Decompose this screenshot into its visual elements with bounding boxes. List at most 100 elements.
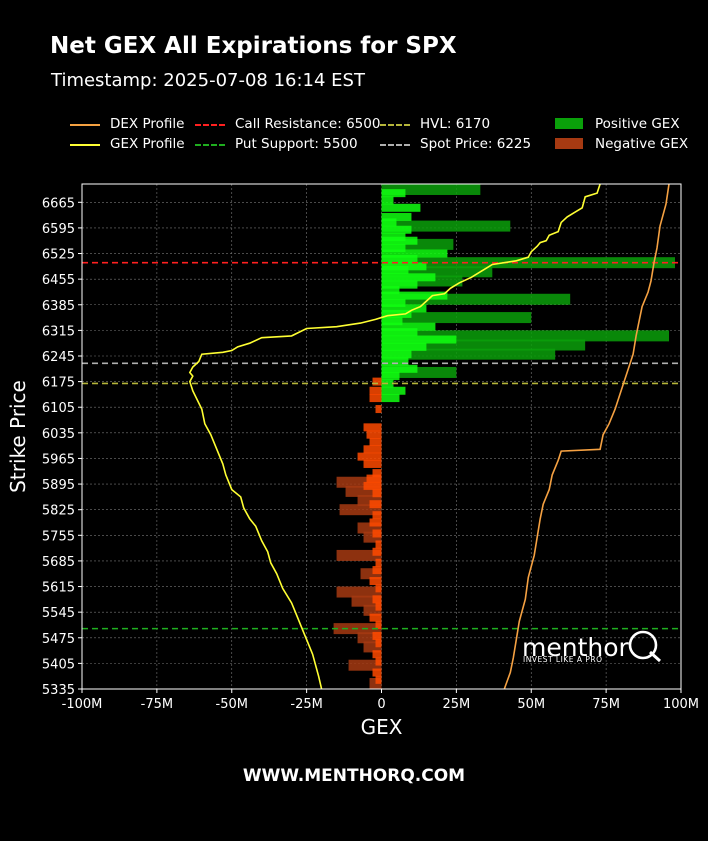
q-logo-tail (648, 650, 662, 663)
y-tick-label: 5685 (42, 555, 75, 570)
y-tick-label: 6315 (42, 324, 75, 339)
negative-gex-bar (366, 430, 382, 439)
legend-label: DEX Profile (110, 116, 185, 132)
positive-gex-bar (381, 203, 421, 212)
legend-swatch-line (70, 144, 100, 146)
legend-swatch-box (555, 138, 583, 149)
positive-gex-bar (381, 348, 556, 360)
negative-gex-bar (363, 423, 382, 432)
x-tick-label: -50M (216, 697, 248, 712)
negative-gex-bar (372, 650, 382, 659)
positive-gex-bar (381, 189, 406, 198)
positive-gex-bar (381, 317, 403, 326)
negative-gex-bar (369, 613, 382, 622)
legend-label: GEX Profile (110, 136, 185, 152)
positive-gex-bar (381, 273, 436, 282)
negative-gex-bar (369, 577, 382, 586)
legend-label: Spot Price: 6225 (420, 136, 532, 152)
negative-gex-bar (372, 631, 382, 640)
positive-gex-bar (381, 335, 457, 344)
positive-gex-bar (381, 309, 412, 318)
negative-gex-bar (363, 481, 382, 490)
negative-gex-bar (372, 595, 382, 604)
y-tick-label: 6385 (42, 299, 75, 314)
y-tick-label: 5545 (42, 606, 75, 621)
negative-gex-bar (375, 558, 382, 567)
positive-gex-bar (381, 196, 394, 205)
negative-gex-bar (372, 469, 382, 478)
positive-gex-bar (381, 394, 400, 403)
legend-swatch-line (380, 144, 410, 146)
negative-gex-bar (375, 620, 382, 629)
negative-gex-bar (369, 394, 382, 403)
positive-gex-bar (381, 249, 448, 258)
negative-gex-bar (372, 377, 382, 386)
x-tick-label: 0 (377, 697, 385, 712)
dex-profile-line (503, 184, 670, 689)
positive-gex-bar (381, 220, 511, 232)
legend-swatch-line (195, 144, 225, 146)
y-tick-label: 6665 (42, 196, 75, 211)
positive-gex-bar (381, 379, 394, 388)
y-tick-label: 6035 (42, 427, 75, 442)
negative-gex-bar (339, 504, 382, 516)
negative-gex-bar (336, 476, 382, 488)
positive-gex-bar (381, 225, 412, 234)
positive-gex-bar (381, 286, 400, 295)
legend-label: Put Support: 5500 (235, 136, 358, 152)
grid (81, 184, 682, 690)
legend-swatch-line (380, 124, 410, 126)
positive-gex-bar (381, 262, 427, 271)
negative-gex-bar (375, 584, 382, 593)
positive-gex-bar (381, 372, 400, 381)
positive-gex-bar (381, 386, 406, 395)
positive-gex-bar (381, 304, 427, 313)
positive-gex-bar (381, 291, 448, 300)
chart-title: Net GEX All Expirations for SPX (50, 33, 457, 59)
chart-timestamp: Timestamp: 2025-07-08 16:14 EST (51, 70, 365, 91)
negative-gex-bar (369, 500, 382, 509)
positive-gex-bar (381, 218, 397, 227)
positive-gex-bar (381, 257, 676, 269)
negative-gex-bar (336, 549, 382, 561)
positive-gex-bar (381, 328, 418, 337)
negative-gex-bar (360, 568, 382, 580)
negative-gex-bar (369, 678, 382, 689)
y-tick-label: 5895 (42, 478, 75, 493)
negative-gex-bar (369, 437, 382, 446)
legend-label: Positive GEX (595, 116, 680, 132)
negative-gex-bar (372, 668, 382, 677)
y-tick-label: 5965 (42, 452, 75, 467)
y-tick-label: 5825 (42, 504, 75, 519)
positive-gex-bar (381, 339, 586, 351)
negative-gex-bar (357, 522, 382, 534)
negative-gex-bar (375, 675, 382, 684)
positive-gex-bar (381, 236, 418, 245)
x-tick-label: -100M (62, 697, 103, 712)
y-tick-label: 5335 (42, 683, 75, 698)
legend-label: Call Resistance: 6500 (235, 116, 381, 132)
x-tick-label: -75M (141, 697, 173, 712)
x-tick-label: 50M (517, 697, 545, 712)
y-tick-label: 5755 (42, 529, 75, 544)
negative-gex-bar (336, 586, 382, 598)
negative-gex-bar (372, 489, 382, 498)
y-tick-label: 6245 (42, 350, 75, 365)
negative-gex-bar (363, 604, 382, 616)
x-tick-label: -25M (290, 697, 322, 712)
positive-gex-bar (381, 184, 481, 195)
y-axis: 5335 5405 5475 5545 5615 5685 5755 5825 5895 5965… (42, 196, 82, 698)
positive-gex-bar (381, 342, 427, 351)
negative-gex-bar (363, 531, 382, 543)
positive-gex-bar (381, 266, 493, 278)
y-axis-label: Strike Price (6, 380, 30, 493)
y-tick-label: 6595 (42, 222, 75, 237)
positive-gex-bar (381, 265, 409, 274)
y-tick-label: 6455 (42, 273, 75, 288)
x-tick-label: 75M (592, 697, 620, 712)
positive-gex-bar (381, 350, 412, 359)
legend-label: HVL: 6170 (420, 116, 491, 132)
positive-gex-bar (381, 298, 406, 307)
negative-gex-bar (375, 602, 382, 611)
